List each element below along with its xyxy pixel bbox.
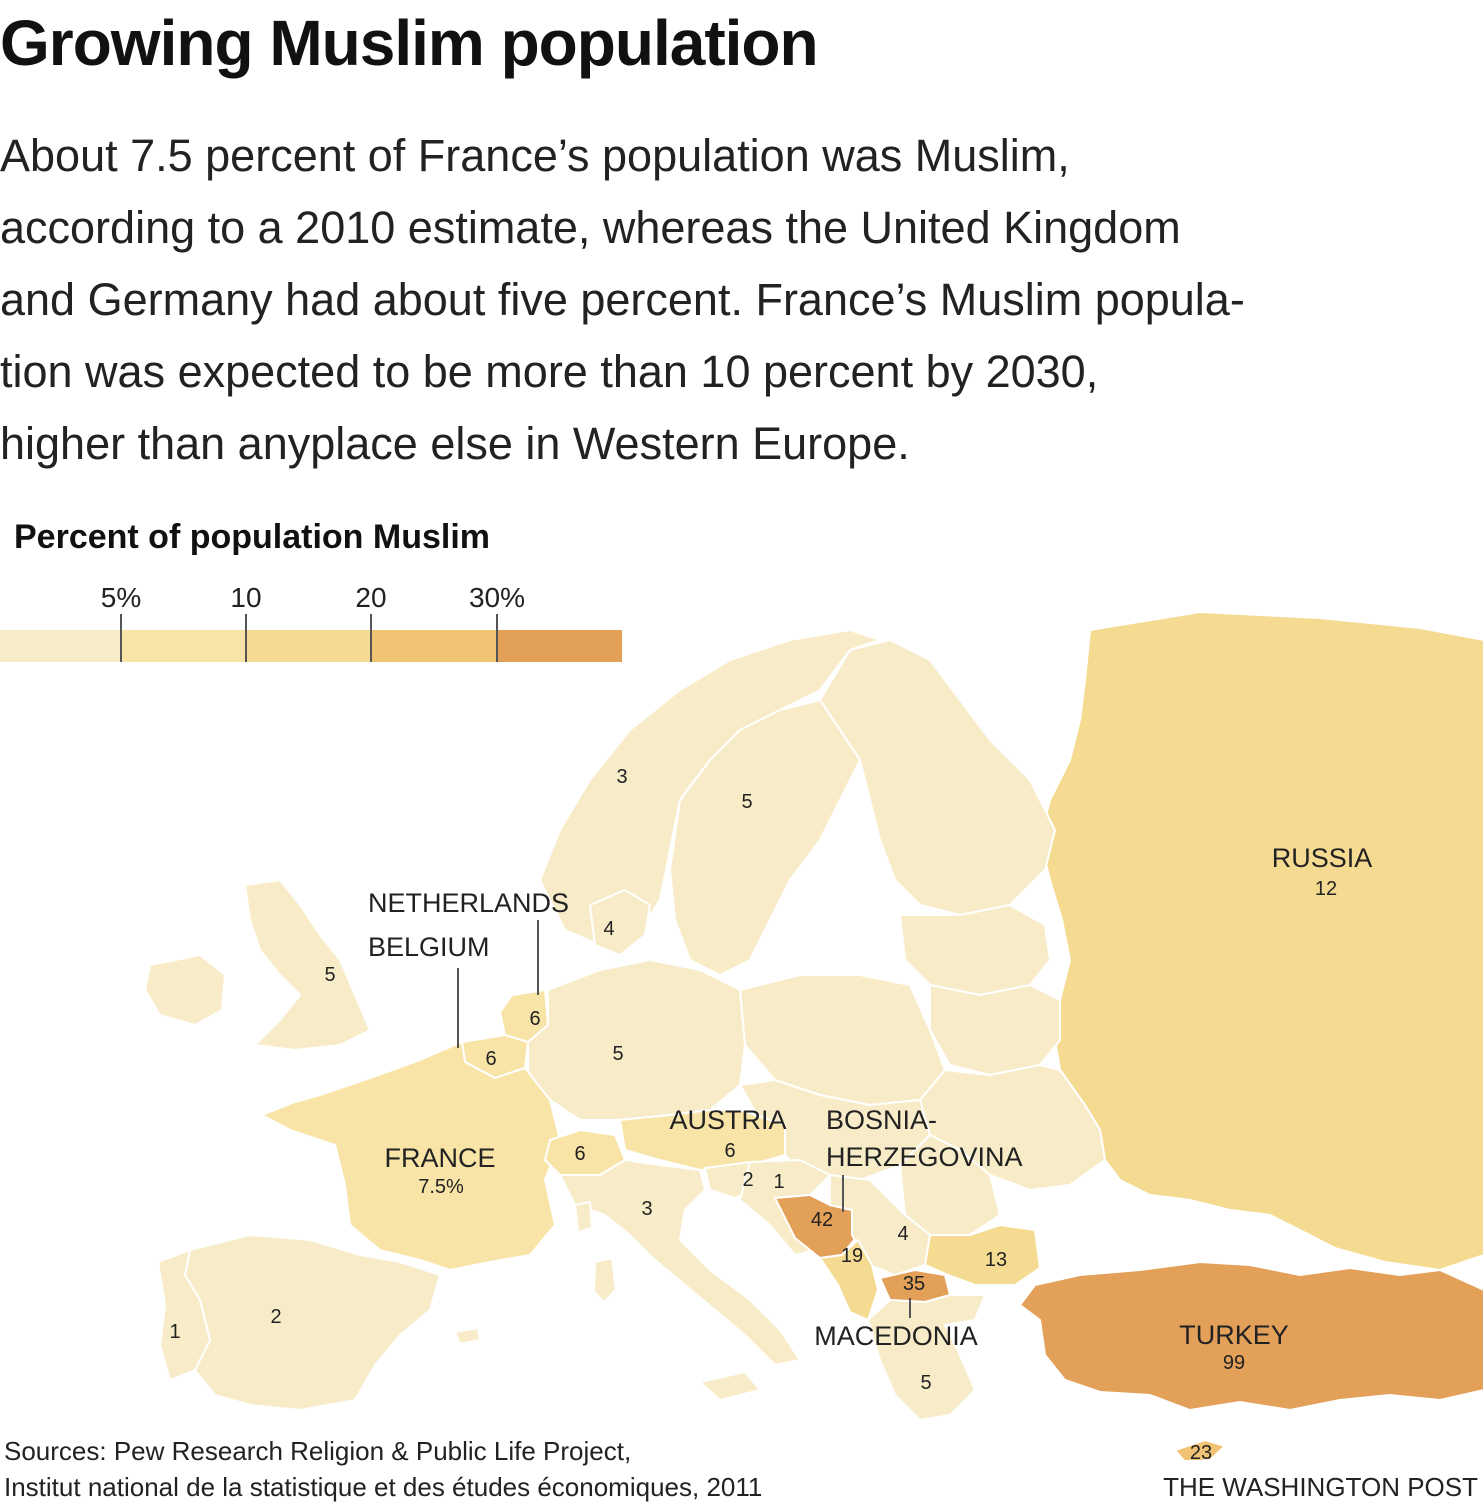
country-denmark[interactable] <box>589 889 651 956</box>
legend-bin <box>497 630 622 662</box>
label-netherlands: NETHERLANDS <box>368 888 569 918</box>
country-germany[interactable] <box>527 959 746 1121</box>
value-cyprus: 23 <box>1190 1442 1212 1460</box>
value-netherlands: 6 <box>529 1008 540 1030</box>
legend-tick <box>120 614 122 662</box>
value-bosnia: 42 <box>811 1209 833 1231</box>
country-finland[interactable] <box>819 639 1056 916</box>
value-denmark: 4 <box>603 918 614 940</box>
country-portugal[interactable] <box>157 1249 211 1381</box>
country-italy[interactable] <box>559 1159 801 1366</box>
chart-title: Growing Muslim population <box>0 7 819 79</box>
country-russia[interactable] <box>1039 611 1484 1271</box>
country-bulgaria[interactable] <box>924 1224 1041 1286</box>
value-portugal: 1 <box>169 1321 180 1343</box>
value-macedonia: 35 <box>903 1273 925 1295</box>
value-serbia: 4 <box>897 1223 908 1245</box>
description-line: higher than anyplace else in Western Eur… <box>0 418 910 469</box>
label-turkey: TURKEY <box>1179 1320 1289 1350</box>
value-russia: 12 <box>1315 878 1337 900</box>
country-france[interactable] <box>261 1041 561 1271</box>
value-spain: 2 <box>270 1306 281 1328</box>
legend-bin <box>246 630 371 662</box>
description-line: tion was expected to be more than 10 per… <box>0 346 1099 397</box>
country-sweden[interactable] <box>669 699 861 976</box>
description-line: and Germany had about five percent. Fran… <box>0 274 1245 325</box>
value-switzerland: 6 <box>574 1143 585 1165</box>
value-greece: 5 <box>920 1372 931 1394</box>
country-italy-islands[interactable] <box>593 1257 761 1401</box>
legend-color-scale <box>0 630 622 662</box>
source-line: Sources: Pew Research Religion & Public … <box>4 1436 632 1466</box>
label-france: FRANCE <box>384 1143 495 1173</box>
country-spain[interactable] <box>184 1234 441 1411</box>
value-turkey: 99 <box>1223 1352 1245 1374</box>
source-line: Institut national de la statistique et d… <box>4 1472 763 1502</box>
legend-tick <box>370 614 372 662</box>
country-greece[interactable] <box>867 1294 986 1421</box>
value-austria: 6 <box>724 1140 735 1162</box>
legend-tick-label: 30% <box>468 582 526 613</box>
value-germany: 5 <box>612 1043 623 1065</box>
credit-line: THE WASHINGTON POST <box>1163 1472 1478 1502</box>
legend-bin <box>371 630 497 662</box>
value-italy: 3 <box>641 1198 652 1220</box>
legend-tick-label: 20 <box>355 582 387 613</box>
label-macedonia: MACEDONIA <box>814 1321 978 1351</box>
label-austria: AUSTRIA <box>669 1105 786 1135</box>
europe-map: RUSSIA NETHERLANDS BELGIUM AUSTRIA BOSNI… <box>144 611 1484 1460</box>
legend-bin <box>0 630 121 662</box>
legend-title: Percent of population Muslim <box>14 518 491 556</box>
source-note: Sources: Pew Research Religion & Public … <box>4 1433 762 1505</box>
country-montenegro-albania[interactable] <box>819 1239 879 1321</box>
label-bosnia-line1: BOSNIA- <box>826 1105 937 1135</box>
label-russia: RUSSIA <box>1272 843 1373 873</box>
value-sweden: 5 <box>741 791 752 813</box>
description-line: About 7.5 percent of France’s population… <box>0 130 1070 181</box>
value-bulgaria: 13 <box>985 1249 1007 1271</box>
description-line: according to a 2010 estimate, whereas th… <box>0 202 1181 253</box>
value-norway: 3 <box>616 766 627 788</box>
value-slovenia: 2 <box>742 1169 753 1191</box>
value-belgium: 6 <box>485 1048 496 1070</box>
chart-description: About 7.5 percent of France’s population… <box>0 120 1480 480</box>
label-bosnia-line2: HERZEGOVINA <box>826 1142 1023 1172</box>
legend-tick-label: 10 <box>230 582 262 613</box>
country-cyprus[interactable] <box>1174 1439 1226 1460</box>
country-islands[interactable] <box>454 1201 593 1345</box>
country-turkey[interactable] <box>1019 1261 1484 1411</box>
value-uk: 5 <box>324 964 335 986</box>
country-uk[interactable] <box>244 879 371 1051</box>
country-austria[interactable] <box>619 1109 786 1171</box>
legend-tick <box>245 614 247 662</box>
country-baltics[interactable] <box>899 904 1051 996</box>
legend-bin <box>121 630 246 662</box>
value-france: 7.5% <box>418 1176 464 1198</box>
legend-tick-label: 5% <box>100 582 142 613</box>
value-montenegro: 19 <box>841 1245 863 1267</box>
country-ireland[interactable] <box>144 954 226 1026</box>
value-croatia: 1 <box>773 1171 784 1193</box>
country-belarus[interactable] <box>929 984 1061 1076</box>
label-belgium: BELGIUM <box>368 932 490 962</box>
legend-tick <box>496 614 498 662</box>
